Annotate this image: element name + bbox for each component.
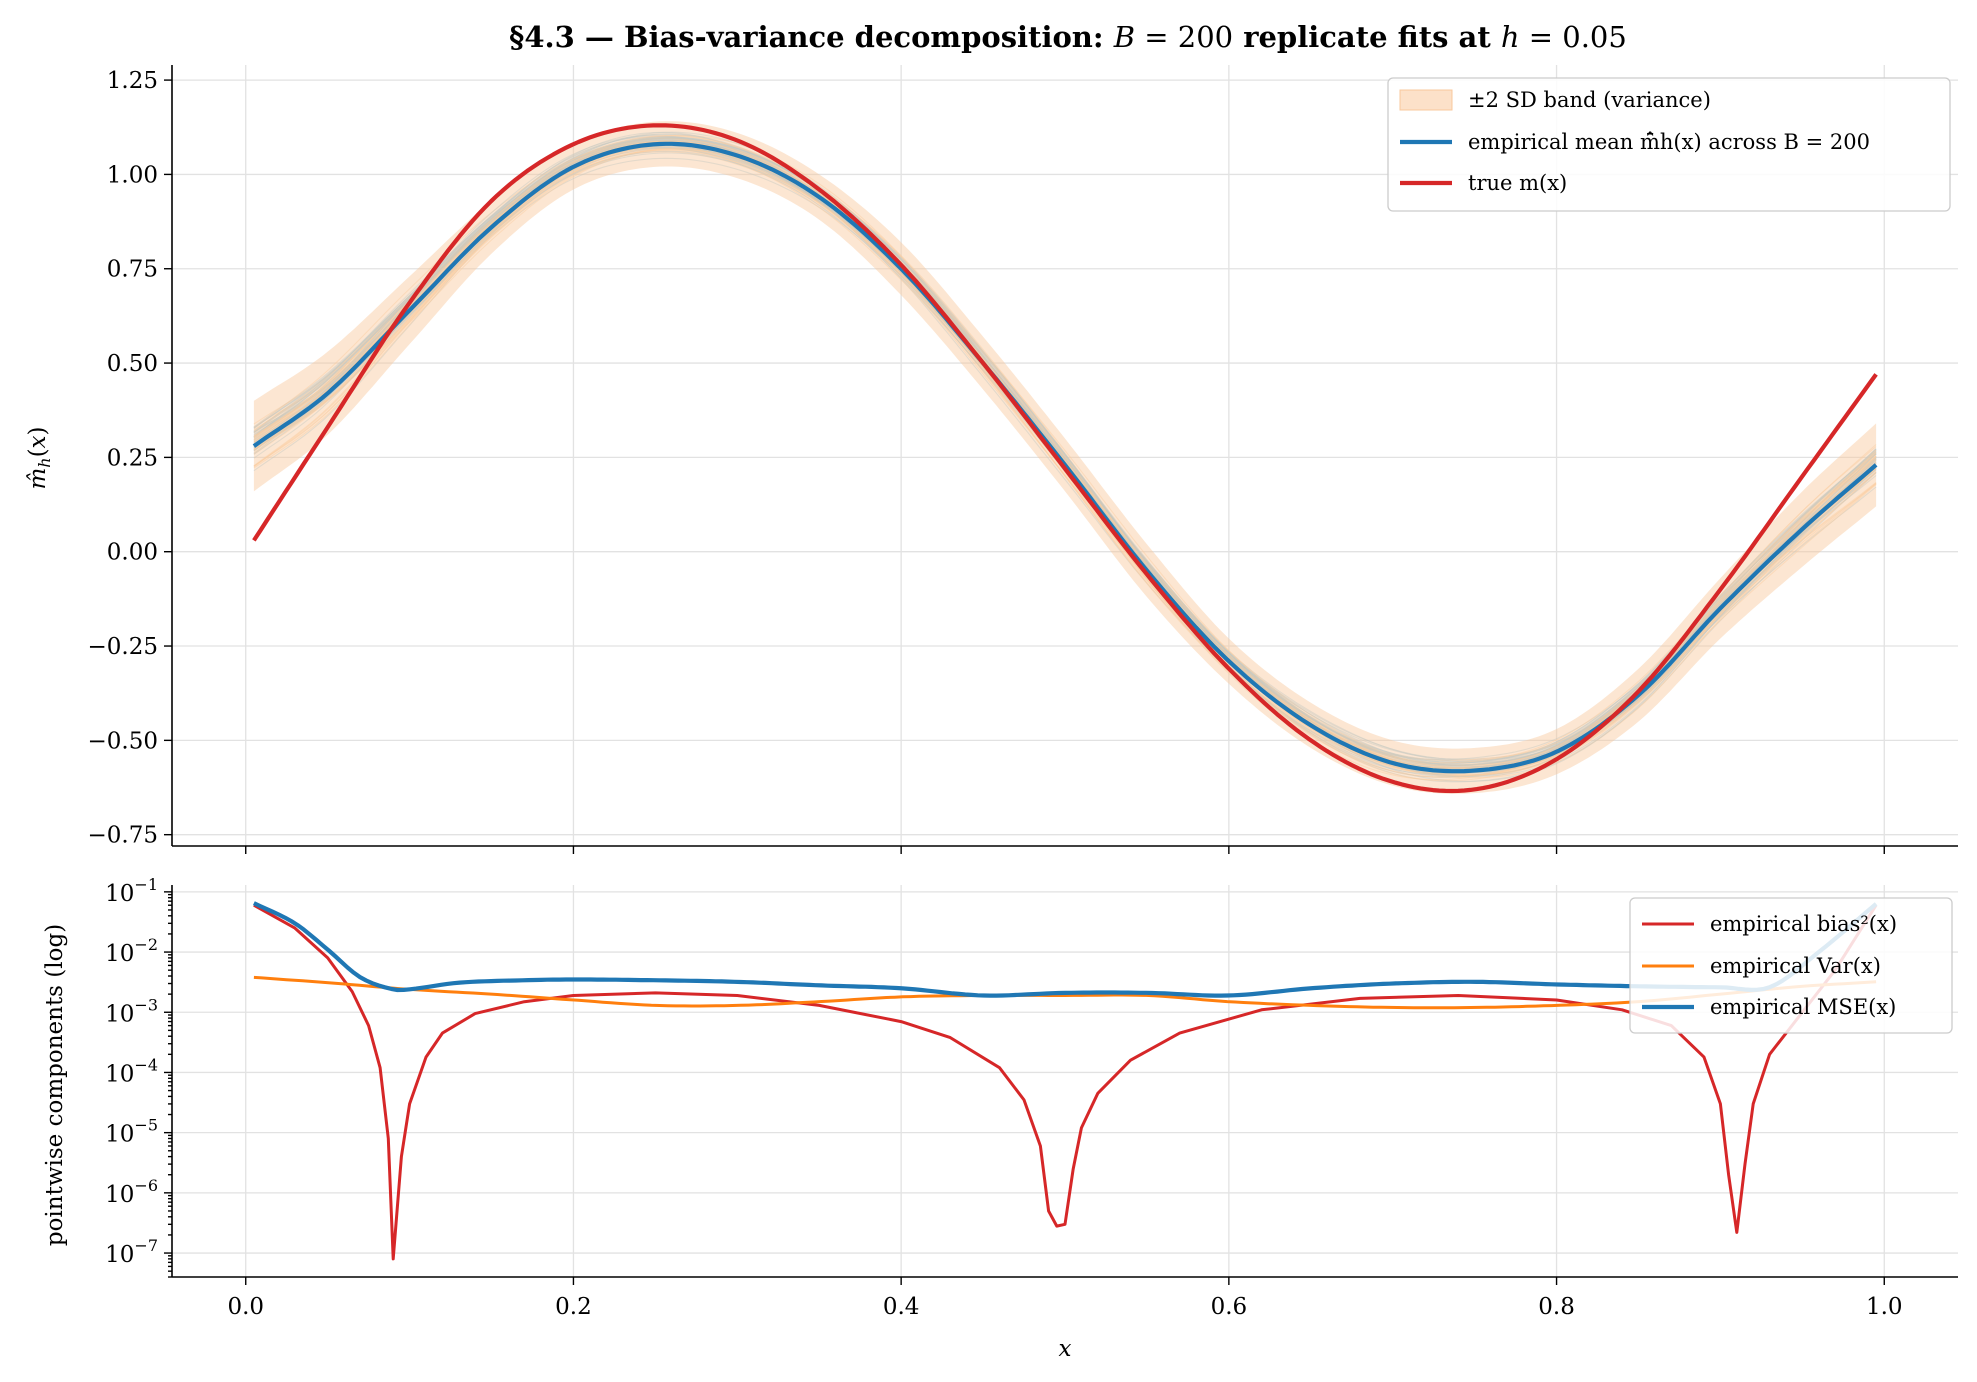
replicate-fit <box>253 148 1877 777</box>
replicate-fit <box>253 134 1877 766</box>
top-axes: −0.75 −0.50 −0.25 0.00 0.25 0.50 0.75 1.00 1.25 <box>88 65 1958 854</box>
bottom-legend-label-1: empirical Var(x) <box>1710 954 1881 978</box>
top-ytick-label: 1.00 <box>107 162 158 188</box>
replicate-fit <box>253 131 1877 763</box>
bottom-xtick-label: 0.6 <box>1211 1294 1248 1320</box>
replicate-fit <box>253 137 1877 770</box>
sd-band <box>253 121 1877 794</box>
bottom-ytick-label: 10−4 <box>105 1055 158 1087</box>
bias2-line <box>253 903 1878 1261</box>
top-ytick-label: 0.75 <box>107 257 158 283</box>
bottom-legend-label-0: empirical bias²(x) <box>1710 912 1897 936</box>
bottom-axes: 10−7 10−6 10−5 10−4 10−3 10−2 10−1 0.0 0.2 0.4 0.6… <box>105 875 1958 1320</box>
bottom-xtick-label: 0.4 <box>883 1294 920 1320</box>
bottom-xlabel: x <box>1059 1336 1072 1362</box>
bottom-xtick-label: 0.8 <box>1538 1294 1575 1320</box>
top-legend-label-1: empirical mean m̄̂h(x) across B = 200 <box>1468 130 1870 154</box>
bottom-ytick-label: 10−1 <box>105 875 158 907</box>
replicate-fit <box>253 137 1877 764</box>
top-legend-label-0: ±2 SD band (variance) <box>1468 88 1711 112</box>
replicate-fit <box>253 147 1877 776</box>
bottom-legend-frame <box>1629 897 1953 1034</box>
top-ytick-label: 1.25 <box>107 68 158 94</box>
top-ytick-label: −0.50 <box>88 728 158 754</box>
top-legend: ±2 SD band (variance) empirical mean m̄̂h… <box>1387 77 1951 212</box>
chart-title: §4.3 — Bias-variance decomposition: B = … <box>509 20 1627 54</box>
replicate-fit <box>253 149 1877 775</box>
bottom-ytick-label: 10−3 <box>105 995 158 1027</box>
replicate-fit <box>253 138 1877 769</box>
var-line <box>253 975 1877 1010</box>
replicate-fit <box>253 137 1877 770</box>
top-panel: −0.75−0.50−0.250.000.250.500.751.001.25 … <box>25 65 1958 854</box>
replicate-fit <box>253 133 1877 766</box>
bottom-ytick-label: 10−6 <box>105 1176 158 1208</box>
top-ytick-label: 0.00 <box>107 540 158 566</box>
replicate-fit <box>253 140 1877 767</box>
replicate-fit <box>253 137 1877 771</box>
bottom-ytick-label: 10−2 <box>105 935 158 967</box>
top-ytick-label: −0.75 <box>88 823 158 849</box>
replicate-fit <box>253 139 1877 771</box>
truth-line <box>252 123 1878 794</box>
bottom-ylabel: pointwise components (log) <box>42 924 68 1246</box>
bottom-xtick-label: 0.2 <box>555 1294 592 1320</box>
top-ytick-label: 0.50 <box>107 351 158 377</box>
top-ytick-label: 0.25 <box>107 445 158 471</box>
top-grid <box>172 65 1958 846</box>
bottom-ytick-label: 10−7 <box>105 1236 158 1268</box>
replicate-fit <box>253 137 1877 774</box>
replicate-fit <box>253 140 1877 767</box>
top-legend-label-2: true m(x) <box>1468 171 1567 195</box>
bottom-legend-label-2: empirical MSE(x) <box>1710 995 1896 1019</box>
bottom-legend: empirical bias²(x) empirical Var(x) empiri… <box>1629 897 1953 1034</box>
bottom-ytick-label: 10−5 <box>105 1116 158 1148</box>
top-ylabel: m̂h(x) <box>25 426 54 489</box>
bottom-panel: 10−7 10−6 10−5 10−4 10−3 10−2 10−1 0.0 0.2 0.4 0.6… <box>42 875 1958 1362</box>
top-legend-frame <box>1387 77 1951 212</box>
replicate-fit <box>253 136 1877 765</box>
replicate-fit <box>253 138 1877 769</box>
bottom-xtick-label: 1.0 <box>1866 1294 1903 1320</box>
bottom-xtick-label: 0.0 <box>227 1294 264 1320</box>
replicate-fit <box>253 135 1877 766</box>
replicate-fit <box>253 148 1877 779</box>
replicate-fit <box>253 137 1877 764</box>
mse-line <box>252 901 1878 998</box>
replicate-fit <box>253 139 1877 764</box>
top-ytick-label: −0.25 <box>88 634 158 660</box>
legend-band-swatch <box>1399 89 1453 111</box>
replicate-fit <box>253 134 1877 764</box>
